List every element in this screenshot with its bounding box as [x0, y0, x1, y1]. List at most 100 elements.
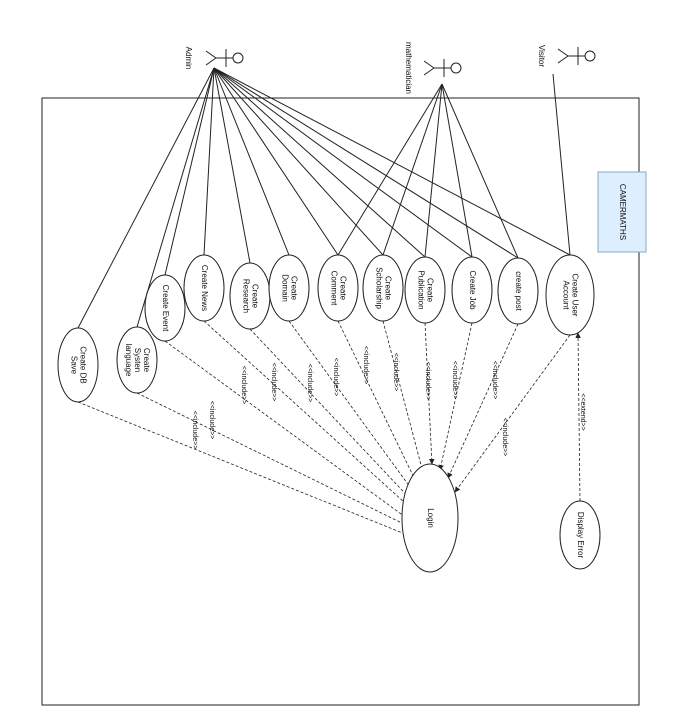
include-db [77, 401, 411, 537]
assoc-admin-res [213, 67, 251, 264]
use-case-ellipse [362, 254, 404, 322]
use-case-label: Create [383, 276, 392, 301]
actor-admin [205, 49, 244, 67]
use-case-label: Create Job [468, 270, 477, 310]
actor-head-icon [584, 50, 596, 62]
include-label: <<include>> [270, 363, 277, 402]
use-case-label: Create Event [161, 285, 170, 332]
use-case-label: Create DB [78, 346, 87, 383]
use-case-label: Create [142, 348, 151, 373]
actor-label-math: mathematician [404, 42, 413, 94]
include-label: <<include>> [191, 411, 198, 450]
use-case-ellipse [497, 257, 539, 325]
assoc-admin-schol [213, 67, 384, 256]
include-pub [424, 322, 435, 465]
use-case-ellipse [116, 326, 158, 394]
use-case-label: Scholarship [374, 267, 383, 309]
assoc-visitor-acc [552, 73, 571, 256]
actor-math [423, 59, 462, 77]
include-label: <<include>> [451, 361, 458, 400]
assoc-math-schol [382, 83, 443, 256]
use-case-ellipse [57, 327, 99, 403]
include-post [447, 323, 519, 479]
include-label: <<include>> [208, 401, 215, 440]
use-case-label: Comment [329, 271, 338, 306]
use-case-ellipse [404, 256, 446, 324]
use-case-ellipse [401, 463, 459, 573]
include-label: <<include>> [491, 361, 498, 400]
use-case-label: Create User [570, 273, 579, 316]
include-acc [454, 334, 571, 493]
assoc-math-pub [424, 83, 443, 258]
use-case-ellipse [268, 254, 310, 322]
actor-visitor [557, 47, 596, 65]
actors: Admin mathematician Visitor [184, 42, 596, 94]
use-case-ellipse [144, 274, 186, 342]
assoc-admin-comm [213, 67, 339, 256]
assoc-admin-dom [213, 67, 290, 256]
use-case-label: Systen [133, 348, 142, 372]
use-case-ellipse [451, 256, 493, 324]
include-label: <<include>> [501, 418, 508, 457]
include-label: <<include>> [332, 358, 339, 397]
use-case-ellipse [559, 500, 601, 570]
use-case-ellipse [183, 254, 225, 322]
relation-labels: <<include>> <<include>> <<include>> <<inclu… [191, 346, 586, 457]
use-case-post: create post [497, 257, 539, 325]
use-case-news: Create News [183, 254, 225, 322]
assoc-admin-pub [213, 67, 426, 258]
use-case-label: create post [514, 271, 523, 311]
system-boundary [41, 97, 640, 706]
include-label: <<include>> [424, 362, 431, 401]
use-case-label: language [124, 344, 133, 377]
actor-label-visitor: Visitor [537, 45, 546, 67]
system-title-box: CAMERMATHS [597, 171, 647, 253]
use-case-label: Publication [416, 270, 425, 309]
include-dom [288, 320, 419, 499]
use-case-label: Research [241, 279, 250, 313]
assoc-admin-db [77, 67, 215, 329]
actor-head-icon [232, 52, 244, 64]
system-title: CAMERMATHS [618, 184, 627, 240]
use-case-label: Create News [200, 265, 209, 311]
include-lang [136, 392, 413, 529]
extend-label: <<extend>> [579, 393, 586, 430]
include-label: <<include>> [362, 346, 369, 385]
assoc-math-job [441, 83, 473, 258]
association-lines [77, 67, 571, 329]
use-case-ellipse [545, 254, 595, 336]
include-schol [382, 320, 427, 481]
assoc-admin-event [164, 67, 215, 276]
use-case-label: Create [250, 284, 259, 309]
include-res [249, 328, 417, 506]
extend-acc-err [575, 332, 581, 502]
assoc-math-post [441, 83, 519, 259]
include-news [203, 320, 416, 513]
include-event [164, 340, 413, 523]
relation-lines [77, 320, 581, 537]
include-label: <<include>> [392, 353, 399, 392]
include-comm [337, 320, 421, 491]
assoc-admin-news [203, 67, 215, 256]
actor-label-admin: Admin [184, 47, 193, 70]
use-case-label: Create [338, 276, 347, 301]
include-label: <<include>> [240, 366, 247, 405]
include-job [438, 322, 473, 471]
assoc-admin-post [213, 67, 519, 259]
use-case-err: Display Error [559, 500, 601, 570]
use-case-login: Login [401, 463, 459, 573]
assoc-admin-acc [213, 67, 571, 256]
use-case-ellipse [317, 254, 359, 322]
use-case-label: Account [561, 281, 570, 311]
assoc-admin-job [213, 67, 473, 258]
use-case-label: Domain [280, 274, 289, 302]
